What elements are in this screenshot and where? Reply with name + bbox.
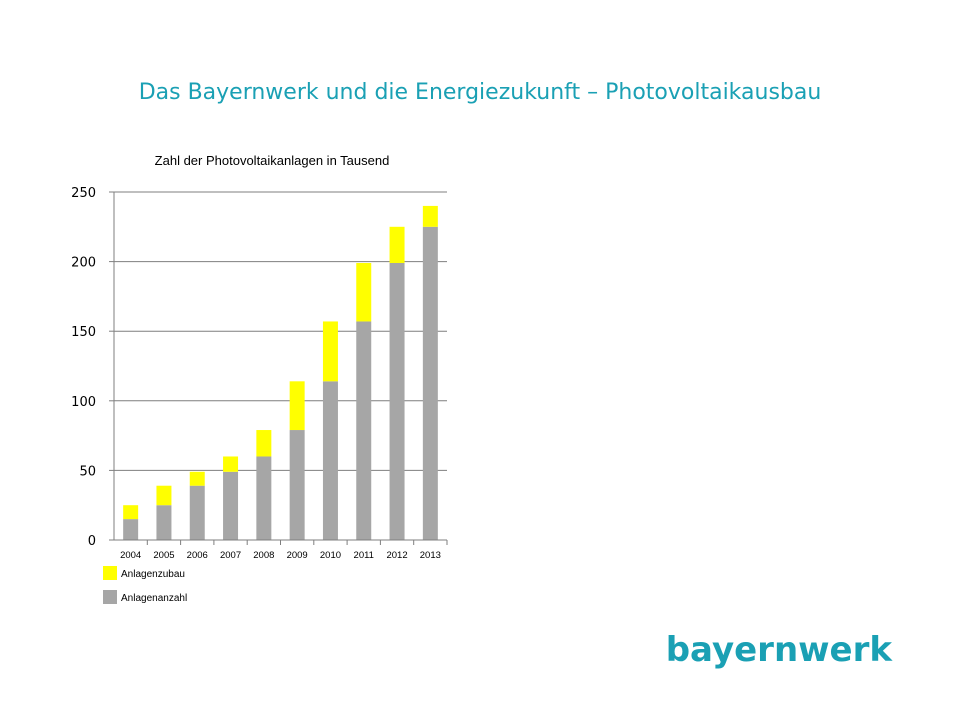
legend-swatch-anlagenzubau (103, 566, 117, 580)
bar-anlagenzubau-2005 (156, 485, 172, 506)
legend-label-anlagenanzahl: Anlagenanzahl (121, 593, 187, 604)
x-tick-label: 2008 (253, 550, 274, 561)
bar-anlagenzubau-2004 (123, 505, 139, 520)
bar-anlagenanzahl-2004 (123, 519, 139, 540)
legend-label-anlagenzubau: Anlagenzubau (121, 569, 185, 580)
bar-anlagenzubau-2006 (189, 471, 205, 486)
x-tick-label: 2007 (220, 550, 241, 561)
x-tick-label: 2006 (187, 550, 208, 561)
bar-anlagenanzahl-2011 (356, 321, 372, 540)
x-tick-label: 2011 (354, 550, 374, 561)
bar-anlagenzubau-2008 (256, 430, 272, 457)
bar-anlagenzubau-2011 (356, 262, 372, 322)
y-tick-label: 100 (71, 395, 96, 410)
y-axis: 0 50 100 150 200 250 (71, 186, 115, 549)
bars (123, 205, 438, 541)
y-tick-label: 50 (79, 464, 96, 479)
slide-title: Das Bayernwerk und die Energiezukunft – … (138, 80, 822, 105)
bar-anlagenzubau-2013 (422, 205, 438, 227)
x-axis: 2004 2005 2006 2007 2008 2009 2010 2011 2012 2013 (114, 539, 448, 561)
bar-anlagenzubau-2012 (389, 226, 405, 263)
legend-swatch-anlagenanzahl (103, 590, 117, 604)
y-tick-label: 250 (71, 186, 96, 201)
bar-anlagenzubau-2007 (223, 456, 239, 472)
x-tick-label: 2004 (120, 550, 141, 561)
bar-anlagenzubau-2009 (289, 381, 305, 431)
x-tick-label: 2009 (287, 550, 308, 561)
bar-anlagenzubau-2010 (322, 321, 338, 382)
bar-anlagenanzahl-2008 (256, 456, 272, 540)
bar-anlagenanzahl-2007 (223, 471, 239, 540)
bar-anlagenanzahl-2010 (322, 381, 338, 540)
chart-title: Zahl der Photovoltaikanlagen in Tausend (155, 153, 390, 168)
bar-anlagenanzahl-2005 (156, 505, 172, 540)
y-tick-label: 200 (71, 256, 96, 271)
bayernwerk-logo: bayernwerk (665, 630, 892, 670)
bar-anlagenanzahl-2013 (422, 226, 438, 541)
y-tick-label: 150 (71, 325, 96, 340)
x-tick-label: 2005 (153, 550, 174, 561)
y-tick-label: 0 (88, 534, 96, 549)
x-tick-label: 2013 (420, 550, 441, 561)
x-tick-label: 2010 (320, 550, 341, 561)
bar-anlagenanzahl-2009 (289, 430, 305, 540)
legend: Anlagenzubau Anlagenanzahl (103, 566, 187, 604)
x-tick-label: 2012 (386, 550, 407, 561)
bar-anlagenanzahl-2006 (189, 485, 205, 540)
bar-anlagenanzahl-2012 (389, 262, 405, 540)
